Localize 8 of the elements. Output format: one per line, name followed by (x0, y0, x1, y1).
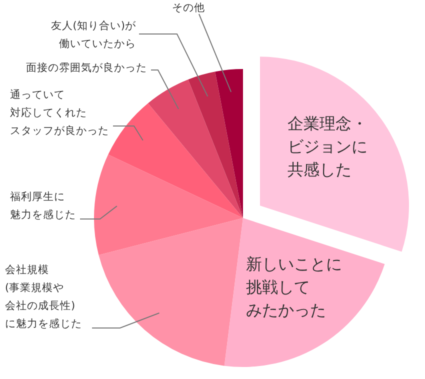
slice-label: 通っていて対応してくれたスタッフが良かった (10, 88, 109, 137)
slice-label: 企業理念・ビジョンに共感した (287, 114, 368, 180)
slice-label: その他 (172, 2, 205, 14)
slice-label: 会社規模(事業規模や会社の成長性)に魅力を感じた (5, 262, 82, 330)
slice-label: 福利厚生に魅力を感じた (10, 190, 76, 221)
slice-label: 面接の雰囲気が良かった (26, 60, 147, 74)
slice-label: 友人(知り合い)が働いていたから (50, 18, 137, 50)
slice-label: 新しいことに挑戦してみたかった (246, 254, 342, 320)
